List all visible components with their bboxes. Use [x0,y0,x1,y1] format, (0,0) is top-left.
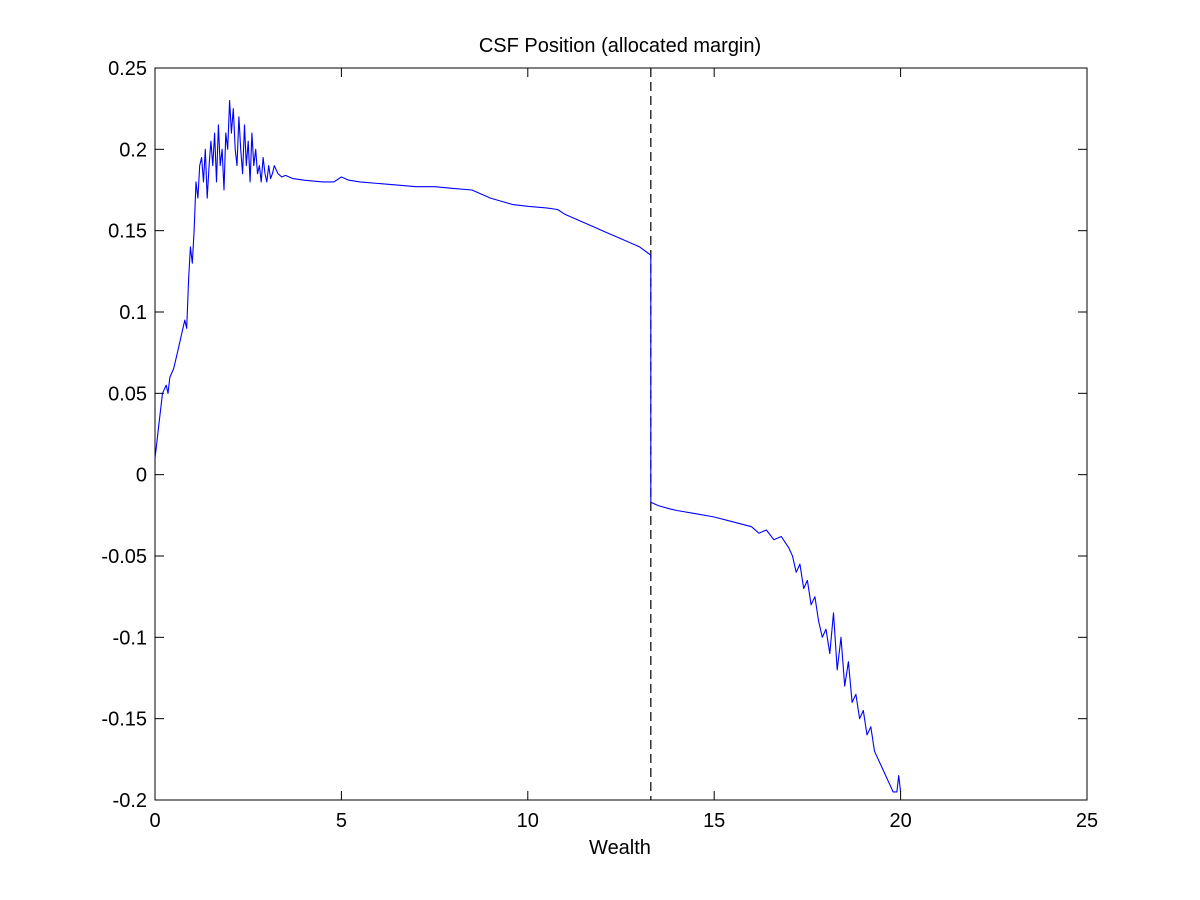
x-tick-label: 5 [336,810,347,832]
y-tick-label: 0.25 [108,58,147,80]
x-tick-label: 25 [1076,810,1098,832]
chart-title: CSF Position (allocated margin) [479,35,761,57]
y-tick-label: -0.2 [113,790,147,812]
x-axis-label: Wealth [589,837,651,859]
axis-ticks: 0 5 10 15 20 25 0.25 0.2 0.15 0.1 0.05 0 -0.05 -0.1 -0… [101,58,1098,832]
y-tick-label: -0.1 [113,627,147,649]
x-tick-label: 0 [149,810,160,832]
y-tick-label: -0.05 [101,546,147,568]
x-tick-label: 20 [889,810,911,832]
y-tick-label: 0.2 [119,139,147,161]
y-tick-label: 0.15 [108,221,147,243]
plot-area [154,67,1088,801]
series-line-1 [154,99,652,459]
y-tick-label: 0.1 [119,302,147,324]
series-line-2 [650,501,902,793]
x-tick-label: 15 [703,810,725,832]
x-tick-label: 10 [517,810,539,832]
y-tick-label: 0 [136,465,147,487]
axes-box [154,67,1088,801]
y-tick-label: -0.15 [101,709,147,731]
y-tick-label: 0.05 [108,383,147,405]
